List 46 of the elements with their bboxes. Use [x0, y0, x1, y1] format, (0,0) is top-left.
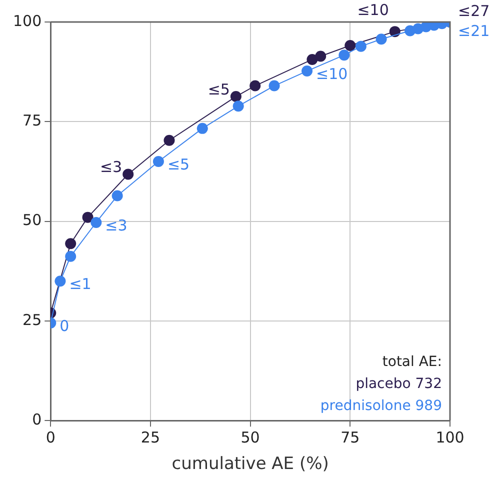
point	[250, 80, 261, 92]
annotation: 0	[60, 316, 70, 335]
annotation: ≤3	[100, 158, 122, 176]
point	[302, 66, 313, 77]
point	[268, 80, 280, 92]
x-tick-label: 100	[436, 428, 464, 446]
annotation: ≤1	[69, 274, 92, 293]
point	[230, 91, 242, 102]
point	[344, 40, 356, 52]
point	[355, 40, 366, 52]
annotation: ≤27	[458, 2, 490, 20]
point	[196, 122, 208, 134]
point	[65, 238, 76, 250]
y-tick-label: 50	[22, 211, 42, 230]
point	[338, 50, 350, 61]
annotation: prednisolone 989	[320, 398, 442, 414]
point	[389, 26, 400, 38]
annotation: ≤10	[316, 64, 348, 83]
point	[232, 100, 244, 112]
annotation: ≤5	[208, 80, 230, 98]
y-tick-label: 100	[12, 12, 42, 30]
point	[376, 34, 387, 45]
point	[306, 54, 318, 65]
annotation: placebo 732	[356, 376, 442, 392]
point	[152, 156, 164, 168]
x-tick-label: 75	[340, 428, 360, 446]
annotation: ≤3	[105, 216, 128, 234]
point	[112, 190, 123, 202]
point	[90, 216, 102, 228]
point	[82, 212, 94, 223]
x-tick-label: 0	[46, 428, 56, 446]
x-tick-label: 25	[140, 428, 160, 446]
annotation: ≤10	[357, 0, 389, 19]
annotation: ≤5	[167, 155, 190, 174]
point	[122, 168, 134, 180]
point	[65, 250, 76, 262]
annotation: total AE:	[382, 354, 442, 370]
point	[315, 50, 326, 62]
y-tick-label: 25	[22, 310, 42, 329]
annotation: ≤21	[458, 22, 490, 40]
y-tick-label: 75	[22, 112, 42, 130]
x-axis-title: cumulative AE (%)	[172, 454, 329, 474]
point	[54, 276, 66, 287]
y-tick-label: 0	[32, 410, 42, 428]
x-tick-label: 50	[240, 428, 260, 446]
point	[164, 134, 175, 146]
